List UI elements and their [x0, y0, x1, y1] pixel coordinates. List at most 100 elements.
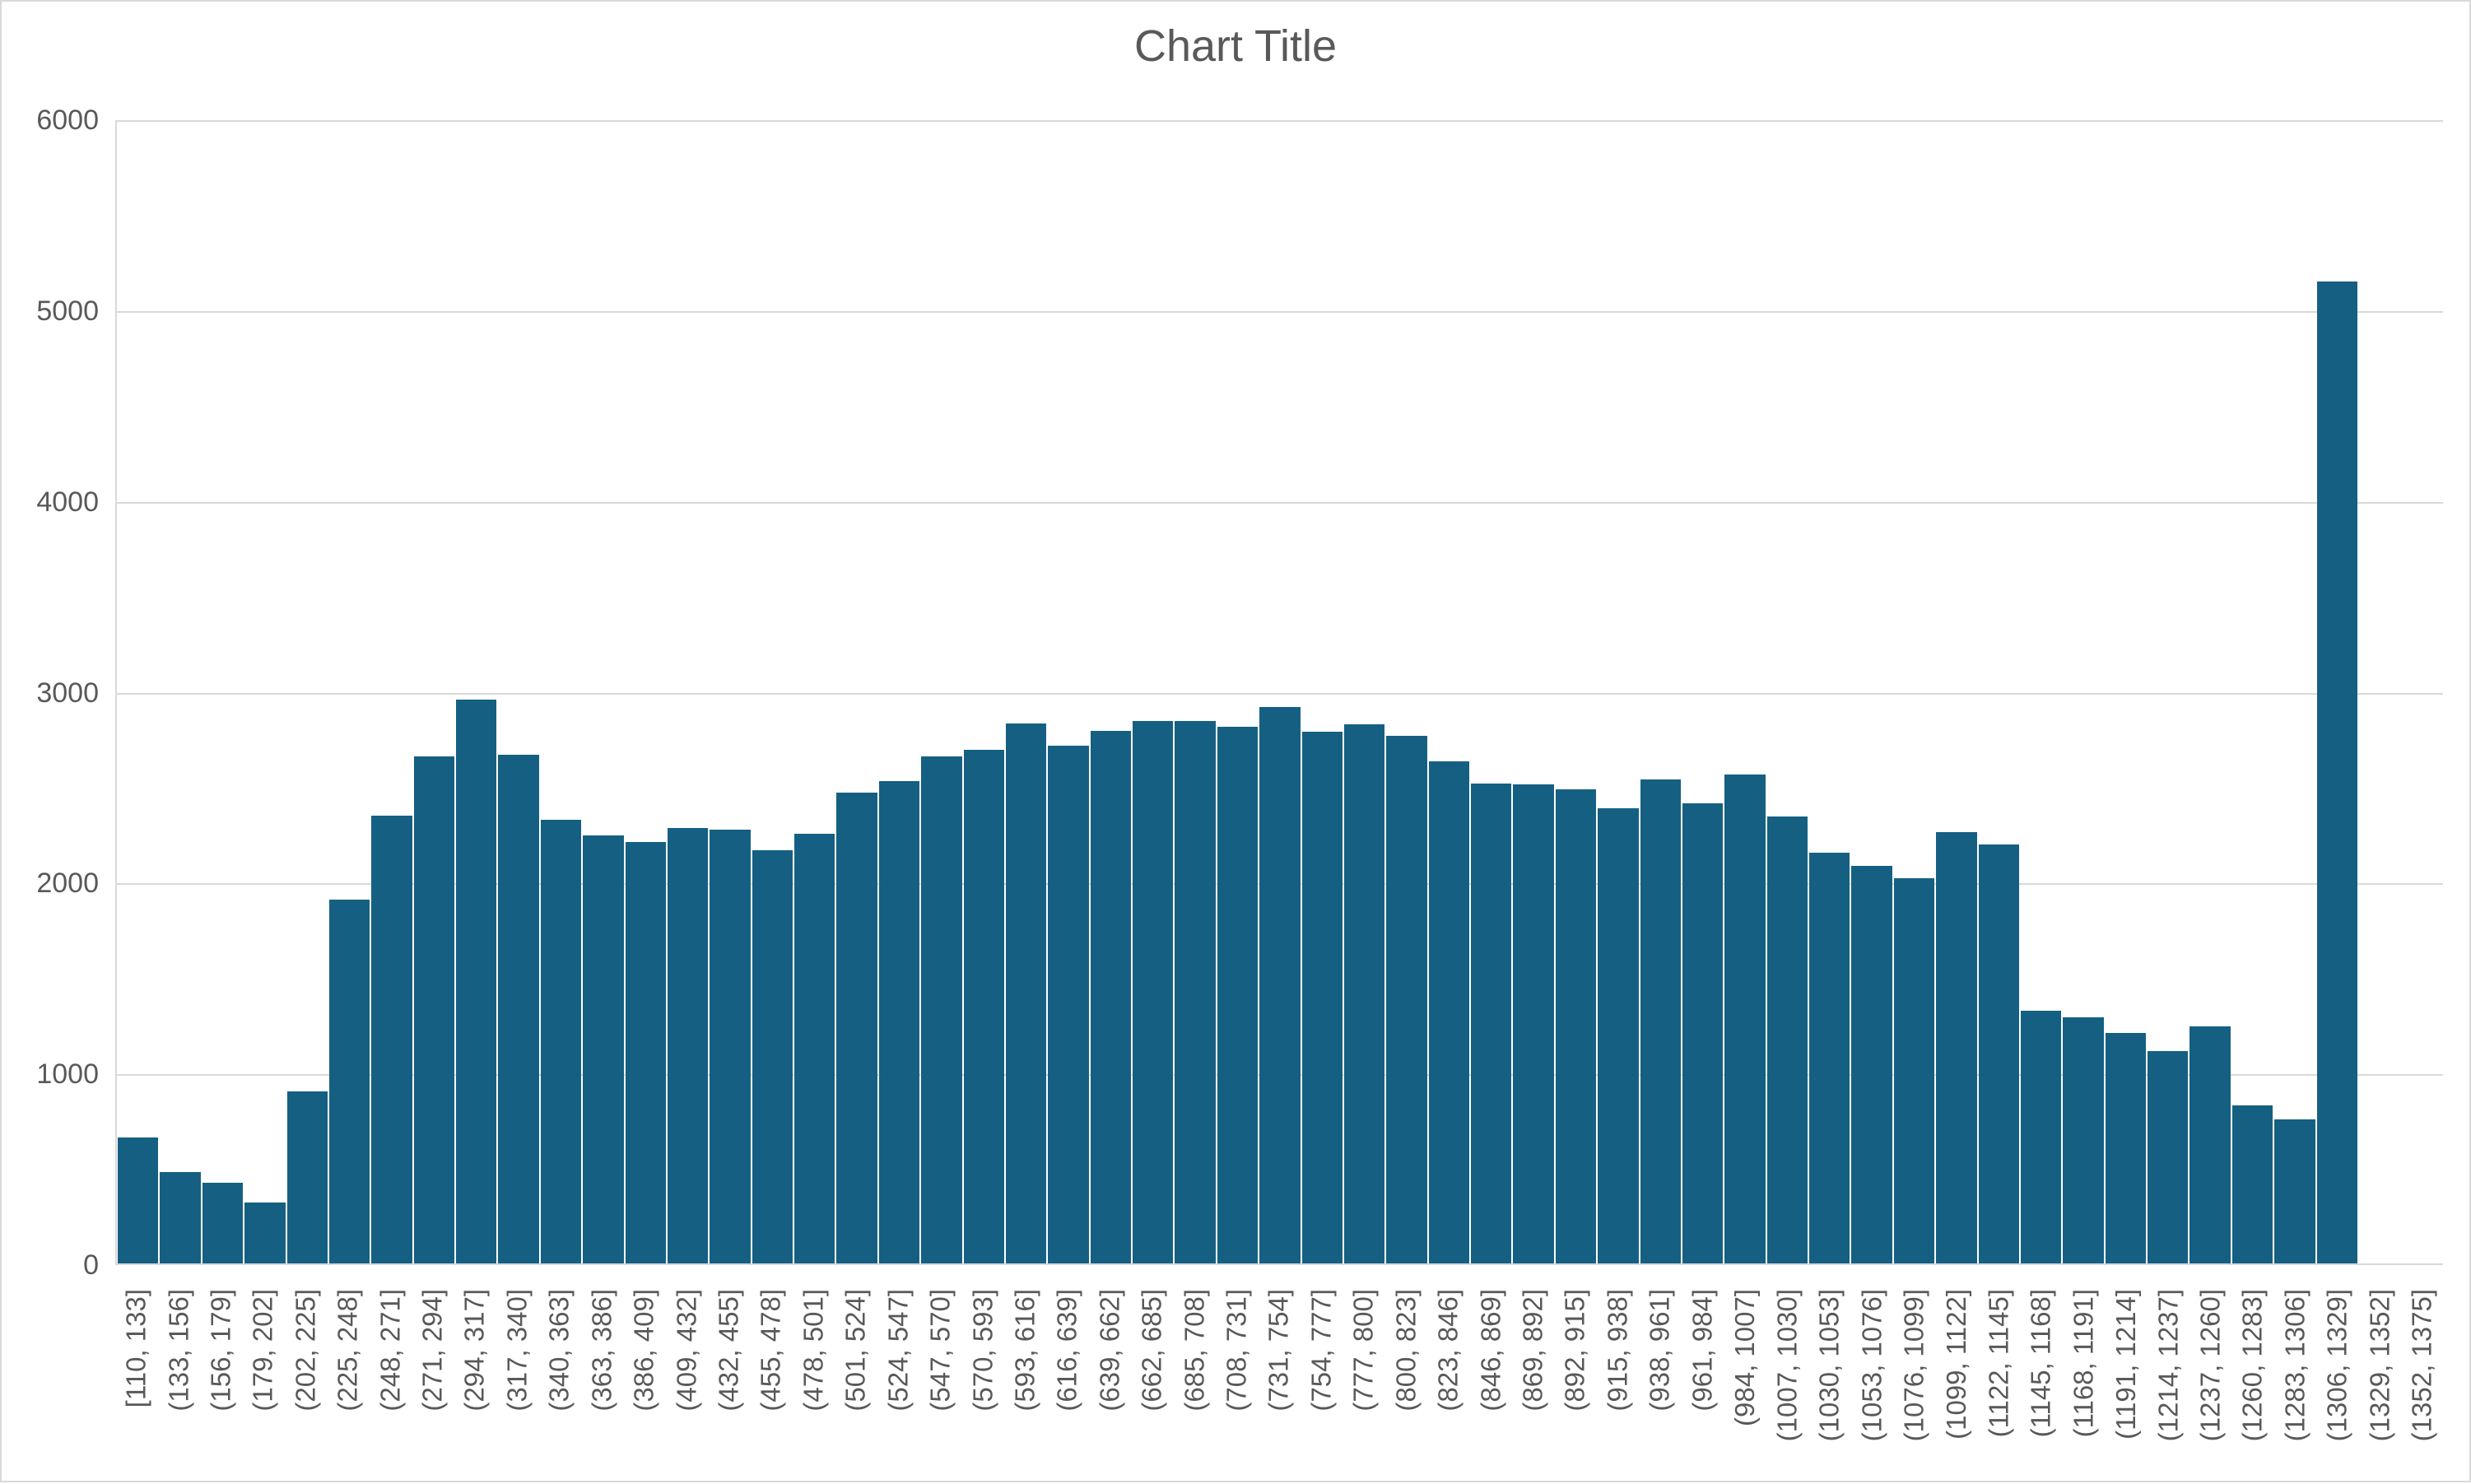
- bar-slot: [159, 120, 201, 1263]
- y-axis-tick-label: 0: [83, 1249, 99, 1281]
- x-axis-tick-label: (754, 777]: [1305, 1289, 1337, 1412]
- bar-slot: [1005, 120, 1047, 1263]
- x-axis-tick-label: (1306, 1329]: [2321, 1289, 2352, 1442]
- x-slot: (432, 455]: [708, 1289, 750, 1484]
- y-axis-tick-label: 5000: [36, 295, 99, 327]
- x-slot: (570, 593]: [961, 1289, 1003, 1484]
- x-axis-tick-label: (501, 524]: [840, 1289, 871, 1412]
- x-axis-tick-label: (133, 156]: [163, 1289, 194, 1412]
- x-slot: (455, 478]: [750, 1289, 792, 1484]
- x-slot: (501, 524]: [835, 1289, 877, 1484]
- x-slot: (1168, 1191]: [2062, 1289, 2104, 1484]
- x-axis-tick-label: (593, 616]: [1009, 1289, 1040, 1412]
- chart-title: Chart Title: [1133, 21, 1338, 71]
- bar-slot: [286, 120, 328, 1263]
- gridline-3000: [117, 692, 2443, 695]
- bar-(547, 570]: [921, 756, 962, 1263]
- bar-(1237, 1260]: [2189, 1026, 2231, 1263]
- bar-(1030, 1053]: [1809, 853, 1850, 1263]
- bar-slot: [1935, 120, 1977, 1263]
- bar-slot: [117, 120, 159, 1263]
- bar-slot: [1174, 120, 1216, 1263]
- x-slot: (777, 800]: [1343, 1289, 1384, 1484]
- x-axis-tick-label: (616, 639]: [1052, 1289, 1082, 1412]
- x-slot: [110, 133]: [115, 1289, 157, 1484]
- x-axis-tick-label: (685, 708]: [1179, 1289, 1210, 1412]
- bar-(248, 271]: [371, 815, 412, 1263]
- x-axis-tick-label: (823, 846]: [1432, 1289, 1464, 1412]
- bar-(1306, 1329]: [2316, 281, 2357, 1263]
- x-axis-tick-label: (1076, 1099]: [1898, 1289, 1929, 1442]
- x-slot: (386, 409]: [623, 1289, 665, 1484]
- bar-slot: [793, 120, 835, 1263]
- x-axis-tick-label: (455, 478]: [756, 1289, 787, 1412]
- x-axis-tick-label: (524, 547]: [882, 1289, 914, 1412]
- x-slot: (524, 547]: [877, 1289, 919, 1484]
- x-axis-tick-label: (639, 662]: [1094, 1289, 1125, 1412]
- bar-(455, 478]: [752, 849, 793, 1263]
- bar-(823, 846]: [1428, 761, 1469, 1263]
- bar-(754, 777]: [1301, 732, 1343, 1263]
- bar-(1168, 1191]: [2063, 1017, 2104, 1263]
- bar-slot: [1724, 120, 1766, 1263]
- x-slot: (1191, 1214]: [2105, 1289, 2147, 1484]
- x-axis-tick-label: (961, 984]: [1687, 1289, 1718, 1412]
- x-slot: (639, 662]: [1089, 1289, 1131, 1484]
- x-slot: (662, 685]: [1131, 1289, 1173, 1484]
- x-slot: (340, 363]: [538, 1289, 580, 1484]
- bar-(662, 685]: [1133, 721, 1174, 1263]
- bar-(961, 984]: [1682, 802, 1724, 1263]
- bar-(708, 731]: [1217, 727, 1259, 1263]
- bar-slot: [1428, 120, 1470, 1263]
- x-axis-tick-label: (892, 915]: [1560, 1289, 1591, 1412]
- x-slot: (869, 892]: [1512, 1289, 1554, 1484]
- bar-slot: [1597, 120, 1639, 1263]
- bar-slot: [2105, 120, 2147, 1263]
- bar-slot: [1512, 120, 1554, 1263]
- x-slot: (915, 938]: [1597, 1289, 1639, 1484]
- bar-slot: [667, 120, 709, 1263]
- x-slot: (708, 731]: [1216, 1289, 1258, 1484]
- bar-(685, 708]: [1175, 721, 1216, 1263]
- x-axis-tick-label: (225, 248]: [332, 1289, 363, 1412]
- x-axis-tick-label: (248, 271]: [375, 1289, 406, 1412]
- x-slot: (1053, 1076]: [1850, 1289, 1892, 1484]
- bar-slot: [2400, 120, 2442, 1263]
- x-axis-tick-label: (708, 731]: [1221, 1289, 1252, 1412]
- bar-slot: [1640, 120, 1682, 1263]
- x-axis-tick-label: (1030, 1053]: [1813, 1289, 1845, 1442]
- x-axis-tick-label: (547, 570]: [924, 1289, 956, 1412]
- gridline-6000: [117, 120, 2443, 122]
- bar-(501, 524]: [836, 793, 877, 1263]
- bar-slot: [455, 120, 497, 1263]
- x-axis-tick-label: (777, 800]: [1347, 1289, 1379, 1412]
- bar-slot: [2231, 120, 2273, 1263]
- bar-(1053, 1076]: [1851, 866, 1892, 1263]
- x-slot: (478, 501]: [793, 1289, 835, 1484]
- bar-slot: [244, 120, 286, 1263]
- x-slot: (1076, 1099]: [1893, 1289, 1935, 1484]
- x-slot: (823, 846]: [1427, 1289, 1469, 1484]
- bar-(892, 915]: [1555, 789, 1597, 1263]
- x-axis-tick-label: (1352, 1375]: [2406, 1289, 2437, 1442]
- x-slot: (1306, 1329]: [2316, 1289, 2358, 1484]
- x-slot: (892, 915]: [1554, 1289, 1596, 1484]
- bar-(570, 593]: [963, 750, 1004, 1263]
- y-axis-tick-label: 4000: [36, 486, 99, 518]
- x-slot: (754, 777]: [1301, 1289, 1343, 1484]
- x-axis-tick-label: (1053, 1076]: [1856, 1289, 1887, 1442]
- bar-slot: [370, 120, 412, 1263]
- x-slot: (938, 961]: [1639, 1289, 1681, 1484]
- bar-(478, 501]: [794, 833, 835, 1263]
- bar-slot: [497, 120, 539, 1263]
- x-axis-tick-label: (317, 340]: [501, 1289, 533, 1412]
- x-axis-tick-label: (1099, 1122]: [1940, 1289, 1971, 1440]
- bar-slot: [1217, 120, 1259, 1263]
- bar-slot: [1850, 120, 1892, 1263]
- x-axis-tick-label: (1145, 1168]: [2025, 1289, 2056, 1438]
- bar-(1145, 1168]: [2020, 1011, 2062, 1263]
- y-axis-tick-label: 6000: [36, 105, 99, 136]
- x-slot: (317, 340]: [496, 1289, 538, 1484]
- bar-(593, 616]: [1005, 723, 1047, 1263]
